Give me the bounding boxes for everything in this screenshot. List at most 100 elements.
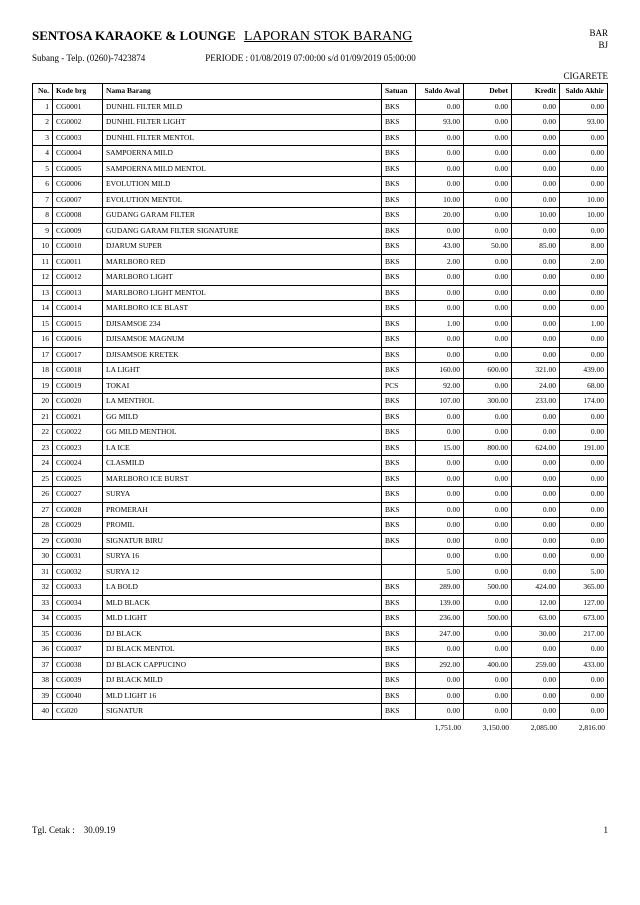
- table-row: 25CG0025MARLBORO ICE BURSTBKS0.000.000.0…: [33, 471, 608, 487]
- cell-akhir: 5.00: [560, 564, 608, 580]
- total-kredit: 2,085.00: [512, 720, 560, 736]
- table-row: 35CG0036DJ BLACKBKS247.000.0030.00217.00: [33, 626, 608, 642]
- cell-kredit: 0.00: [512, 192, 560, 208]
- cell-nama: DUNHIL FILTER LIGHT: [103, 115, 382, 131]
- cell-kode: CG0008: [53, 208, 103, 224]
- col-saldo-awal: Saldo Awal: [416, 84, 464, 100]
- cell-akhir: 0.00: [560, 487, 608, 503]
- cell-no: 25: [33, 471, 53, 487]
- cell-kredit: 30.00: [512, 626, 560, 642]
- page-number: 1: [604, 825, 609, 835]
- cell-awal: 0.00: [416, 146, 464, 162]
- table-row: 13CG0013MARLBORO LIGHT MENTOLBKS0.000.00…: [33, 285, 608, 301]
- cell-no: 39: [33, 688, 53, 704]
- cell-akhir: 10.00: [560, 192, 608, 208]
- report-title: LAPORAN STOK BARANG: [244, 29, 413, 45]
- cell-debet: 0.00: [464, 208, 512, 224]
- sub-header: Subang - Telp. (0260)-7423874 PERIODE : …: [32, 53, 608, 63]
- cell-awal: 0.00: [416, 471, 464, 487]
- cell-no: 27: [33, 502, 53, 518]
- cell-debet: 0.00: [464, 456, 512, 472]
- cell-debet: 50.00: [464, 239, 512, 255]
- cell-awal: 0.00: [416, 456, 464, 472]
- cell-kredit: 0.00: [512, 177, 560, 193]
- cell-kode: CG0028: [53, 502, 103, 518]
- cell-debet: 0.00: [464, 518, 512, 534]
- cell-nama: TOKAI: [103, 378, 382, 394]
- cell-satuan: BKS: [382, 471, 416, 487]
- cell-no: 35: [33, 626, 53, 642]
- cell-nama: PROMIL: [103, 518, 382, 534]
- cell-awal: 289.00: [416, 580, 464, 596]
- cell-kode: CG0035: [53, 611, 103, 627]
- cell-kode: CG0003: [53, 130, 103, 146]
- table-row: 36CG0037DJ BLACK MENTOLBKS0.000.000.000.…: [33, 642, 608, 658]
- cell-kredit: 0.00: [512, 549, 560, 565]
- cell-satuan: BKS: [382, 487, 416, 503]
- cell-debet: 0.00: [464, 533, 512, 549]
- cell-nama: SURYA 12: [103, 564, 382, 580]
- col-no: No.: [33, 84, 53, 100]
- cell-debet: 0.00: [464, 301, 512, 317]
- cell-debet: 0.00: [464, 161, 512, 177]
- cell-satuan: BKS: [382, 440, 416, 456]
- cell-no: 40: [33, 704, 53, 720]
- cell-satuan: BKS: [382, 688, 416, 704]
- cell-kode: CG0001: [53, 99, 103, 115]
- table-row: 2CG0002DUNHIL FILTER LIGHTBKS93.000.000.…: [33, 115, 608, 131]
- cell-kode: CG0025: [53, 471, 103, 487]
- cell-debet: 0.00: [464, 115, 512, 131]
- cell-satuan: [382, 549, 416, 565]
- cell-nama: SIGNATUR: [103, 704, 382, 720]
- cell-satuan: BKS: [382, 332, 416, 348]
- cell-kredit: 0.00: [512, 223, 560, 239]
- cell-debet: 0.00: [464, 223, 512, 239]
- cell-nama: MLD LIGHT 16: [103, 688, 382, 704]
- cell-awal: 0.00: [416, 332, 464, 348]
- cell-kode: CG0019: [53, 378, 103, 394]
- cell-satuan: PCS: [382, 378, 416, 394]
- cell-akhir: 0.00: [560, 518, 608, 534]
- print-label: Tgl. Cetak :: [32, 825, 75, 835]
- cell-satuan: BKS: [382, 673, 416, 689]
- cell-debet: 0.00: [464, 285, 512, 301]
- cell-no: 26: [33, 487, 53, 503]
- cell-no: 32: [33, 580, 53, 596]
- cell-kode: CG0037: [53, 642, 103, 658]
- cell-kode: CG0024: [53, 456, 103, 472]
- table-header-row: No. Kode brg Nama Barang Satuan Saldo Aw…: [33, 84, 608, 100]
- cell-kode: CG0016: [53, 332, 103, 348]
- cell-nama: PROMERAH: [103, 502, 382, 518]
- cell-debet: 0.00: [464, 146, 512, 162]
- cell-kredit: 0.00: [512, 502, 560, 518]
- cell-awal: 0.00: [416, 642, 464, 658]
- cell-no: 12: [33, 270, 53, 286]
- cell-debet: 0.00: [464, 688, 512, 704]
- cell-debet: 0.00: [464, 409, 512, 425]
- cell-kode: CG0014: [53, 301, 103, 317]
- cell-kredit: 63.00: [512, 611, 560, 627]
- table-row: 33CG0034MLD BLACKBKS139.000.0012.00127.0…: [33, 595, 608, 611]
- cell-kode: CG0006: [53, 177, 103, 193]
- cell-awal: 0.00: [416, 301, 464, 317]
- table-row: 20CG0020LA MENTHOLBKS107.00300.00233.001…: [33, 394, 608, 410]
- cell-kredit: 321.00: [512, 363, 560, 379]
- table-row: 37CG0038DJ BLACK CAPPUCINOBKS292.00400.0…: [33, 657, 608, 673]
- cell-nama: DJISAMSOE MAGNUM: [103, 332, 382, 348]
- cell-kredit: 0.00: [512, 130, 560, 146]
- cell-awal: 0.00: [416, 130, 464, 146]
- cell-kode: CG0023: [53, 440, 103, 456]
- cell-awal: 139.00: [416, 595, 464, 611]
- cell-nama: MARLBORO ICE BURST: [103, 471, 382, 487]
- cell-satuan: BKS: [382, 533, 416, 549]
- totals-row: 1,751.00 3,150.00 2,085.00 2,816.00: [32, 720, 608, 736]
- cell-no: 6: [33, 177, 53, 193]
- cell-kredit: 0.00: [512, 99, 560, 115]
- category-label: CIGARETE: [32, 71, 608, 81]
- cell-no: 15: [33, 316, 53, 332]
- col-satuan: Satuan: [382, 84, 416, 100]
- cell-nama: CLASMILD: [103, 456, 382, 472]
- cell-debet: 0.00: [464, 595, 512, 611]
- cell-kode: CG0005: [53, 161, 103, 177]
- cell-debet: 0.00: [464, 425, 512, 441]
